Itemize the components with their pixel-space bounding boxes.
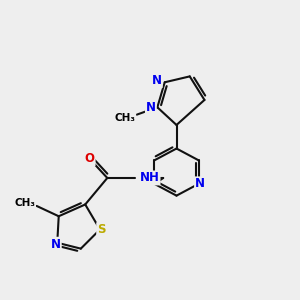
Text: O: O [85,152,94,165]
Text: N: N [146,101,156,114]
Text: CH₃: CH₃ [14,198,35,208]
Text: CH₃: CH₃ [114,112,135,123]
Text: S: S [97,223,106,236]
Text: N: N [195,177,205,190]
Text: NH: NH [140,172,160,184]
Text: N: N [51,238,61,251]
Text: N: N [152,74,162,87]
